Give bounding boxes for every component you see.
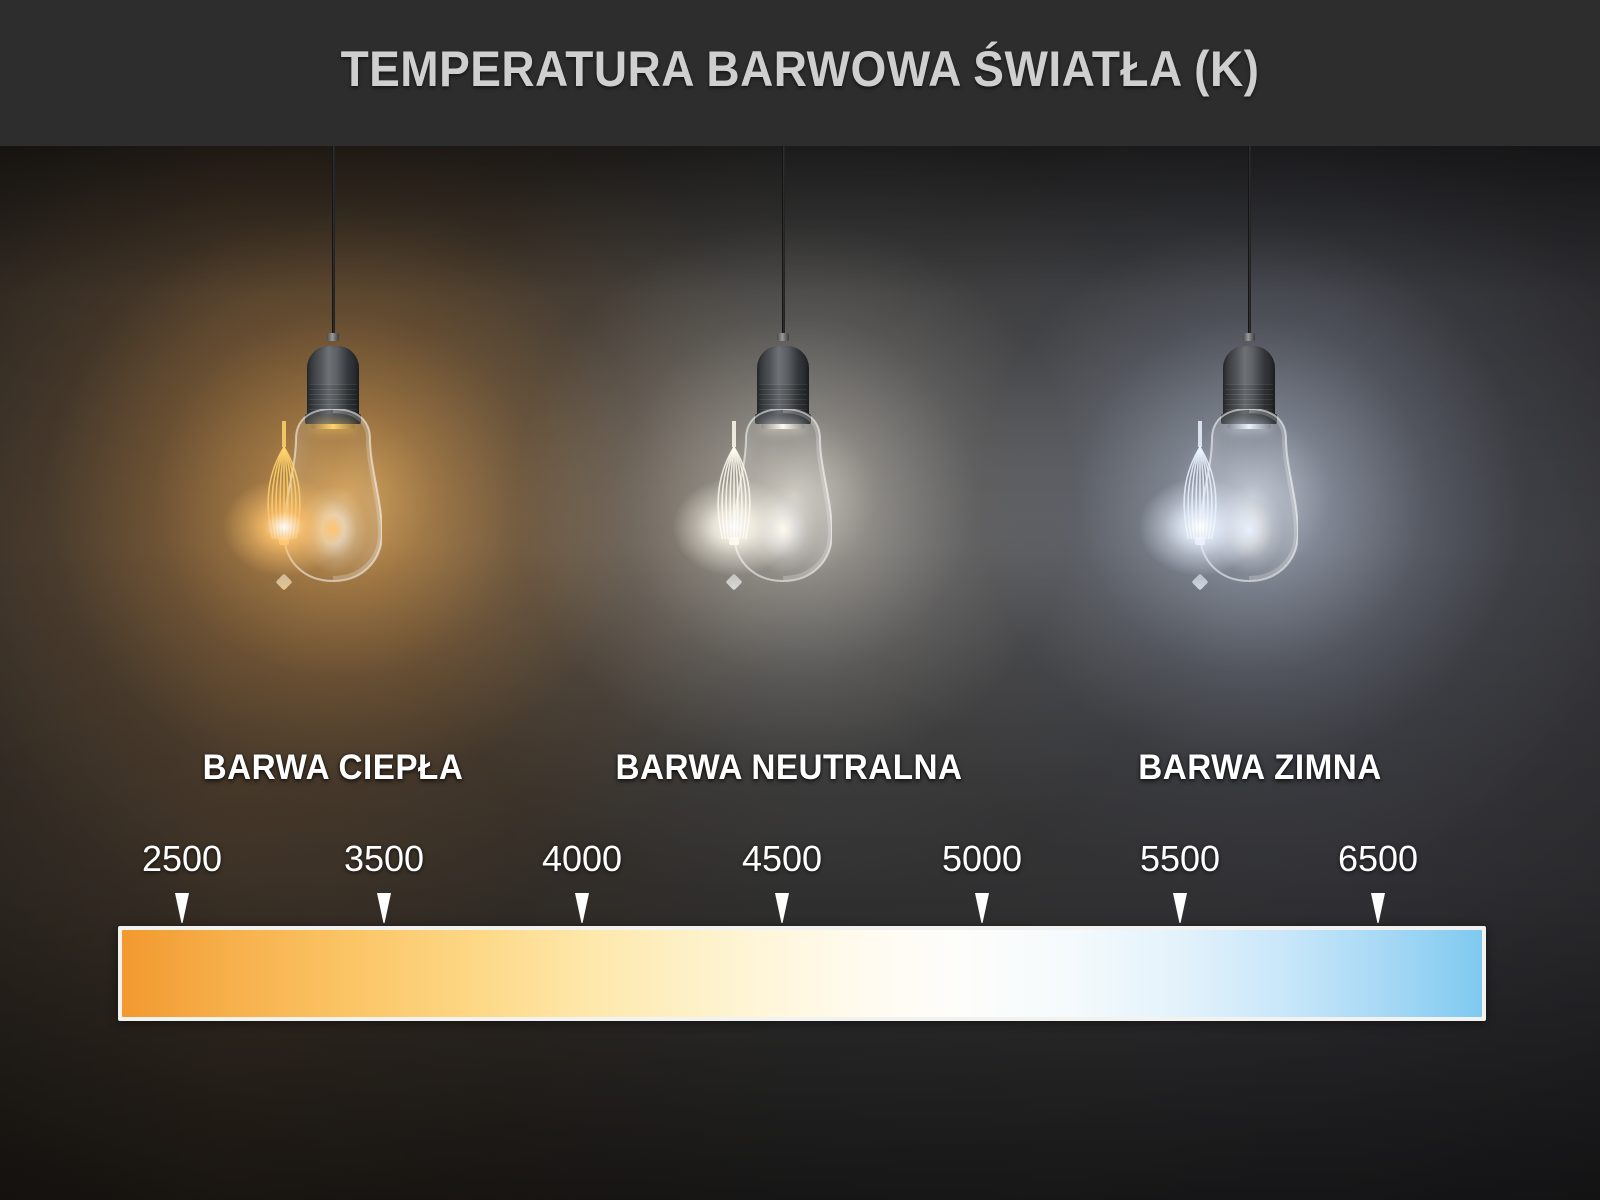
- page-title: TEMPERATURA BARWOWA ŚWIATŁA (K): [340, 41, 1260, 97]
- scale-value-6500: 6500: [1337, 838, 1419, 879]
- header-bar: TEMPERATURA BARWOWA ŚWIATŁA (K): [0, 0, 1600, 146]
- scale-value-2500: 2500: [141, 838, 223, 879]
- lamp-cord: [1247, 146, 1251, 334]
- category-label-3: BARWA ZIMNA: [1138, 748, 1382, 787]
- lamp-scene: [0, 146, 1600, 1200]
- cord-chrome-ring: [327, 333, 339, 341]
- scene-vertical-shading: [0, 146, 1600, 1200]
- cord-chrome-ring: [1243, 333, 1255, 341]
- bulb-glass-fill: [734, 409, 832, 581]
- cord-chrome-ring: [777, 333, 789, 341]
- category-label-1: BARWA CIEPŁA: [202, 748, 464, 787]
- lamp-cord: [781, 146, 785, 334]
- scale-value-4000: 4000: [541, 838, 623, 879]
- bulb-glass-fill: [1200, 409, 1298, 581]
- category-label-2: BARWA NEUTRALNA: [615, 748, 963, 787]
- scale-value-5000: 5000: [941, 838, 1023, 879]
- bulb-glass-envelope: [1125, 409, 1298, 591]
- bulb-glass-envelope: [209, 409, 382, 591]
- scene-vignette: [0, 146, 1600, 1200]
- scale-value-5500: 5500: [1139, 838, 1221, 879]
- scale-value-4500: 4500: [741, 838, 823, 879]
- gradient-fill: [122, 930, 1482, 1017]
- scale-value-3500: 3500: [343, 838, 425, 879]
- bulb-glass-fill: [284, 409, 382, 581]
- lamp-cord: [331, 146, 335, 334]
- bulb-glass-envelope: [659, 409, 832, 591]
- color-temperature-gradient-bar: [118, 926, 1486, 1021]
- warm-light-glow: [0, 146, 795, 936]
